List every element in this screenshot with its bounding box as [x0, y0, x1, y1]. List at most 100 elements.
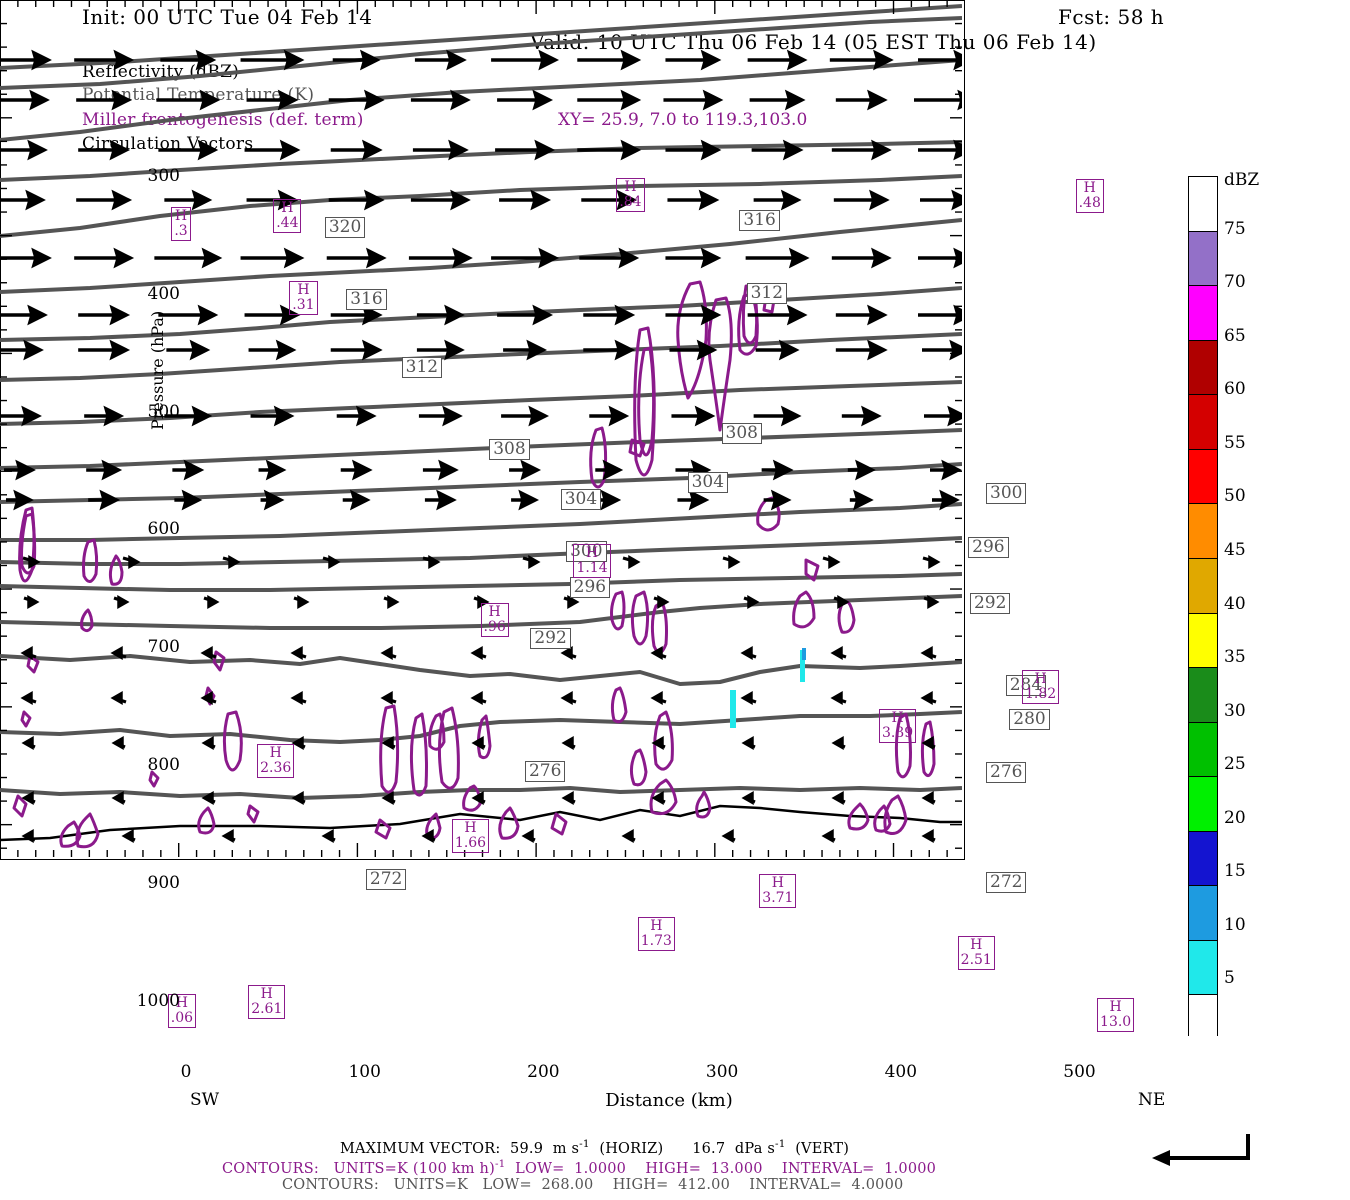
- colorbar-band: [1189, 831, 1217, 887]
- circulation-vector-head: [207, 594, 220, 610]
- frontogenesis-max-marker: H .44: [273, 199, 302, 234]
- circulation-vector-head: [25, 189, 46, 211]
- colorbar-band: [1189, 722, 1217, 778]
- circulation-vector-head: [113, 49, 135, 71]
- max-vector-vert-value: 16.7: [692, 1140, 726, 1157]
- frontogenesis-max-value: 1.14: [576, 560, 608, 577]
- isentrope-label: 312: [401, 357, 443, 379]
- colorbar-band: [1189, 286, 1217, 341]
- circulation-vector-head: [450, 189, 471, 211]
- circulation-vector-head: [741, 735, 754, 751]
- circulation-vector-head: [957, 89, 962, 111]
- circulation-vector-head: [109, 339, 131, 361]
- circulation-vector-head: [651, 735, 664, 751]
- colorbar-band: [1189, 886, 1217, 941]
- circulation-vector-head: [741, 790, 754, 806]
- circulation-vector-head: [27, 304, 48, 326]
- circulation-vector-head: [782, 139, 804, 161]
- circulation-vector-head: [200, 645, 213, 661]
- max-vector-label: MAXIMUM VECTOR:: [340, 1140, 501, 1157]
- circulation-vector-head: [450, 89, 471, 111]
- circulation-vector-head: [101, 459, 123, 481]
- isentrope-label: 272: [986, 871, 1027, 893]
- pressure-tick-700: 700: [147, 637, 180, 658]
- frontogenesis-max-value: 1.73: [640, 932, 672, 949]
- isentrope-label: 300: [986, 483, 1027, 505]
- circulation-vector-head: [532, 304, 554, 326]
- circulation-vector-head: [110, 690, 123, 706]
- pressure-tick-1000: 1000: [136, 990, 180, 1011]
- distance-tick-0: 0: [180, 1062, 192, 1082]
- circulation-vector-head: [560, 690, 573, 706]
- field-label-miller-frontogenesis: Miller frontogenesis (def. term): [82, 110, 364, 130]
- circulation-vector-head: [780, 189, 802, 211]
- isentrope-label: 296: [968, 537, 1009, 559]
- circulation-vector-head: [446, 49, 467, 71]
- isentrope-label: 308: [489, 439, 530, 461]
- circulation-vector-head: [927, 594, 940, 610]
- circulation-vector-head: [442, 405, 463, 427]
- distance-axis: 0 100 200 300 400 500: [181, 1040, 1151, 1100]
- circulation-vector-head: [99, 489, 121, 511]
- colorbar-tick-5: 5: [1224, 968, 1235, 989]
- circulation-vector-head: [111, 790, 124, 806]
- circulation-vector-head: [871, 247, 892, 269]
- max-vector-horiz-units: m s: [552, 1140, 580, 1157]
- circulation-vector-head: [920, 645, 933, 661]
- isentrope-label: 280: [1009, 709, 1050, 731]
- circulation-vector-head: [111, 89, 133, 111]
- colorbar-tick-10: 10: [1224, 914, 1246, 935]
- circulation-vector-head: [199, 89, 221, 111]
- pressure-tick-500: 500: [147, 401, 180, 422]
- forecast-hour-label: Fcst: 58 h: [1058, 5, 1165, 29]
- circulation-vector-head: [195, 49, 217, 71]
- circulation-vector-head: [438, 459, 459, 481]
- circulation-vector-head: [740, 690, 753, 706]
- circulation-vector-head: [15, 459, 36, 481]
- circulation-vector-head: [421, 828, 434, 844]
- frontogenesis-max-marker: H .31: [289, 280, 318, 315]
- circulation-vector-head: [616, 189, 638, 211]
- circulation-vector-head: [928, 554, 941, 570]
- max-vector-vert-units: dPa s: [734, 1140, 775, 1157]
- frontogenesis-contours-units: UNITS=K (100 km h): [333, 1160, 495, 1177]
- frontogenesis-max-h-glyph: H: [771, 875, 784, 892]
- pressure-tick-600: 600: [147, 519, 180, 540]
- circulation-vector-head: [700, 304, 722, 326]
- circulation-vector-head: [381, 735, 394, 751]
- circulation-vector-head: [788, 247, 810, 269]
- frontogenesis-contours-prefix: CONTOURS:: [222, 1160, 319, 1177]
- circulation-vector-head: [532, 89, 554, 111]
- frontogenesis-max-value: 13.0: [1100, 1013, 1132, 1030]
- circulation-vector-head: [786, 304, 808, 326]
- colorbar-tick-40: 40: [1224, 593, 1246, 614]
- frontogenesis-max-h-glyph: H: [650, 917, 663, 934]
- circulation-vector-head: [830, 690, 843, 706]
- max-vector-horiz-value: 59.9: [510, 1140, 544, 1157]
- cross-section-endpoints-label: XY= 25.9, 7.0 to 119.3,103.0: [558, 110, 808, 130]
- frontogenesis-max-marker: H 3.71: [759, 874, 797, 909]
- circulation-vector-head: [290, 690, 303, 706]
- circulation-vector-head: [110, 645, 123, 661]
- circulation-vector-head: [837, 594, 850, 610]
- isentrope-label: 272: [365, 869, 407, 891]
- cross-section-plot-area: [0, 0, 965, 860]
- circulation-vector-head: [436, 489, 457, 511]
- circulation-vector-head: [528, 554, 541, 570]
- circulation-vector-head: [283, 247, 305, 269]
- circulation-vector-head: [740, 645, 753, 661]
- cross-section-canvas: [0, 0, 962, 857]
- frontogenesis-contours-low-value: 1.0000: [574, 1160, 627, 1177]
- circulation-vector-head: [700, 139, 722, 161]
- frontogenesis-max-h-glyph: H: [585, 545, 599, 562]
- frontogenesis-max-h-glyph: H: [281, 200, 294, 217]
- circulation-vector-head: [867, 339, 888, 361]
- circulation-vector-head: [351, 459, 373, 481]
- circulation-vector-head: [700, 49, 722, 71]
- circulation-vector-head: [853, 489, 874, 511]
- circulation-vector-head: [359, 49, 381, 71]
- circulation-vector-head: [183, 459, 205, 481]
- isentrope-label: 276: [986, 762, 1027, 784]
- circulation-vector-head: [921, 735, 934, 751]
- circulation-vector-head: [831, 790, 844, 806]
